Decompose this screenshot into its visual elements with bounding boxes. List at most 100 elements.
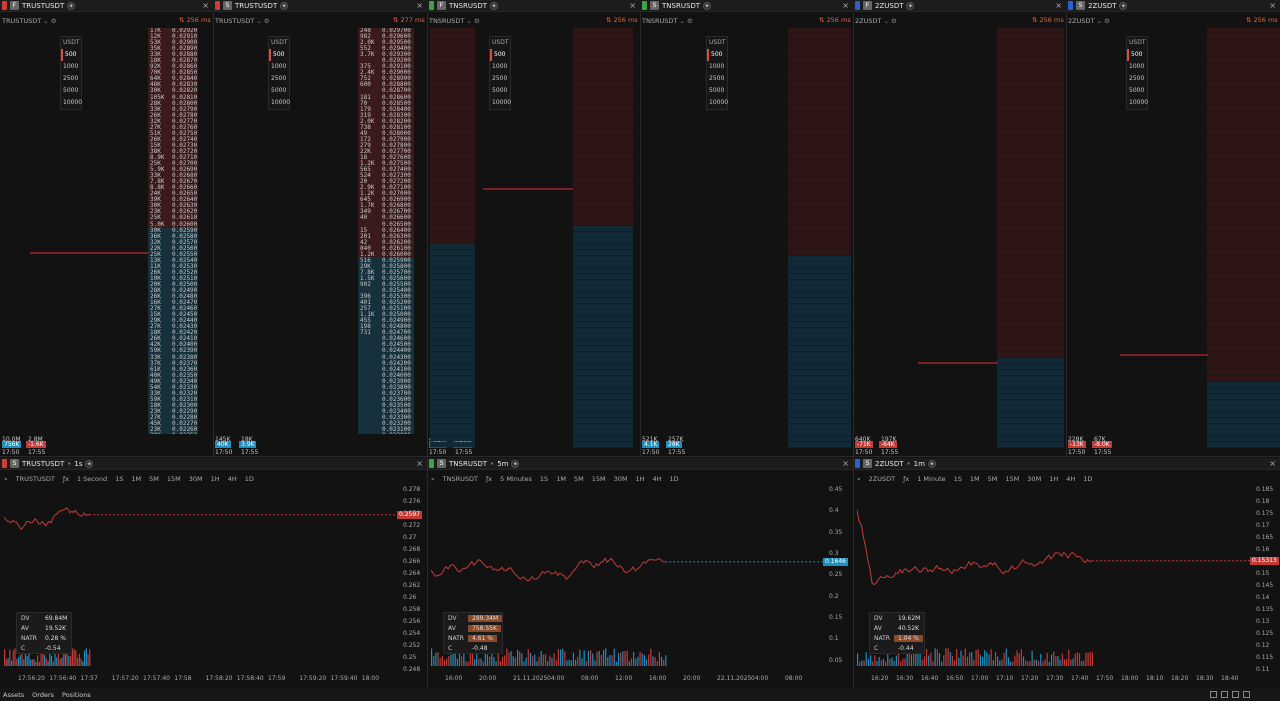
color-link-badge[interactable] [855, 1, 860, 10]
bid-row[interactable]: 30K 0.02590 [148, 227, 198, 234]
footer-assets-tab[interactable]: Assets [3, 690, 25, 699]
chart-symbol-selector[interactable]: TNSRUSDT [442, 475, 478, 483]
bid-row[interactable]: 0.023100 [358, 427, 414, 434]
panel-tab[interactable]: S TNSRUSDT ◈ × [640, 0, 853, 12]
bid-row[interactable]: 0.023700 [358, 390, 414, 397]
bid-row[interactable]: 0.024000 [358, 372, 414, 379]
ask-row[interactable]: 53K 0.02900 [148, 40, 198, 47]
bid-row[interactable]: 26K 0.02410 [148, 336, 198, 343]
bid-row[interactable]: 36K 0.02580 [148, 233, 198, 240]
timeframe-button[interactable]: 1D [1083, 475, 1093, 483]
bid-row[interactable]: 257 0.025100 [358, 306, 414, 313]
ask-row[interactable]: 319 0.028300 [358, 112, 414, 119]
bid-row[interactable]: 23K 0.02290 [148, 408, 198, 415]
chart-symbol-selector[interactable]: TRUSTUSDT [15, 475, 55, 483]
ask-row[interactable]: 35K 0.02890 [148, 46, 198, 53]
timeframe-button[interactable]: 1S [953, 475, 962, 483]
timeframe-button[interactable]: 1S [115, 475, 124, 483]
size-option[interactable]: 500 [490, 49, 510, 61]
chart-tab[interactable]: S 2ZUSDT • 1m ◈ × [853, 458, 1280, 470]
settings-icon[interactable]: ⌄ ⚙ [256, 16, 270, 25]
bid-row[interactable]: 18K 0.02300 [148, 402, 198, 409]
close-icon[interactable]: × [1269, 459, 1276, 468]
close-icon[interactable]: × [416, 459, 423, 468]
bid-row[interactable]: 27K 0.02430 [148, 324, 198, 331]
close-icon[interactable]: × [842, 459, 849, 468]
panel-symbol-selector[interactable]: TRUSTUSDT ⌄ ⚙ [213, 15, 270, 26]
ask-row[interactable]: 28K 0.02800 [148, 100, 198, 107]
price-chart[interactable] [4, 494, 399, 666]
timeframe-button[interactable]: 1H [1049, 475, 1059, 483]
bid-row[interactable]: 33K 0.02320 [148, 390, 198, 397]
color-link-badge[interactable] [429, 459, 434, 468]
interval-selector[interactable]: 1 Second [76, 475, 108, 483]
panel-tab[interactable]: F TRUSTUSDT ◈ × [0, 0, 213, 12]
bid-row[interactable]: 40K 0.02350 [148, 372, 198, 379]
bid-row[interactable]: 902 0.025500 [358, 281, 414, 289]
bid-row[interactable]: 0.024300 [358, 354, 414, 361]
panel-tab[interactable]: S 2ZUSDT ◈ × [1066, 0, 1280, 12]
price-ladder[interactable] [788, 28, 851, 448]
order-size-selector[interactable]: USDT 500 1000 2500 5000 10000 [268, 36, 290, 110]
price-chart[interactable] [431, 494, 825, 666]
color-link-badge[interactable] [642, 1, 647, 10]
bid-row[interactable]: 28K 0.02490 [148, 287, 198, 295]
bid-row[interactable]: 59K 0.02310 [148, 396, 198, 403]
ask-row[interactable]: 8.8K 0.02660 [148, 185, 198, 192]
close-icon[interactable]: × [1055, 1, 1062, 10]
ask-row[interactable]: 172 0.027900 [358, 136, 414, 143]
ask-row[interactable]: 26K 0.02780 [148, 112, 198, 119]
order-size-selector[interactable]: USDT 500 1000 2500 5000 10000 [1126, 36, 1148, 110]
timeframe-button[interactable]: 1M [556, 475, 566, 483]
bid-row[interactable]: 7.8K 0.025700 [358, 269, 414, 276]
panel-symbol-selector[interactable]: TNSRUSDT ⌄ ⚙ [427, 15, 480, 26]
panel-symbol-selector[interactable]: 2ZUSDT ⌄ ⚙ [1066, 15, 1110, 26]
price-ladder[interactable] [997, 28, 1064, 448]
chart-symbol-selector[interactable]: 2ZUSDT [868, 475, 896, 483]
ask-row[interactable]: 33K 0.02680 [148, 173, 198, 180]
ask-row[interactable]: 375 0.029100 [358, 64, 414, 71]
bid-row[interactable]: 10K 0.02510 [148, 275, 198, 282]
ask-row[interactable]: 40 0.026600 [358, 215, 414, 222]
order-size-selector[interactable]: USDT 500 1000 2500 5000 10000 [706, 36, 728, 110]
ask-row[interactable]: 42 0.026200 [358, 239, 414, 246]
indicators-icon[interactable]: ƒx [903, 475, 910, 483]
timeframe-button[interactable]: 1H [210, 475, 220, 483]
bid-row[interactable]: 26K 0.02520 [148, 269, 198, 276]
size-option[interactable]: 5000 [709, 87, 725, 94]
ask-row[interactable]: 0.029200 [358, 58, 414, 65]
bid-row[interactable]: 0.024100 [358, 366, 414, 373]
bid-row[interactable]: 37K 0.02370 [148, 360, 198, 367]
ask-row[interactable]: 27K 0.02760 [148, 124, 198, 131]
size-option[interactable]: 500 [269, 49, 289, 61]
ask-row[interactable]: 22K 0.027700 [358, 148, 414, 155]
bid-row[interactable]: 0.023300 [358, 414, 414, 422]
timeframe-button[interactable]: 5M [149, 475, 159, 483]
bid-row[interactable]: 0.024600 [358, 336, 414, 343]
footer-orders-tab[interactable]: Orders [32, 690, 55, 699]
timeframe-button[interactable]: 1H [635, 475, 645, 483]
bid-row[interactable]: 455 0.024900 [358, 318, 414, 325]
ask-row[interactable]: 3.7K 0.029300 [358, 52, 414, 59]
timeframe-button[interactable]: 15M [1005, 475, 1020, 483]
ask-row[interactable]: 2.4K 0.029000 [358, 70, 414, 77]
timeframe-button[interactable]: 1D [244, 475, 254, 483]
size-option[interactable]: 5000 [492, 87, 508, 94]
ask-row[interactable]: 15 0.026400 [358, 227, 414, 234]
ask-row[interactable]: 524 0.027300 [358, 173, 414, 180]
timeframe-button[interactable]: 5M [573, 475, 584, 483]
order-size-selector[interactable]: USDT 500 1000 2500 5000 10000 [489, 36, 511, 110]
bid-row[interactable]: 396 0.025300 [358, 294, 414, 301]
timeframe-button[interactable]: 1M [131, 475, 142, 483]
timeframe-button[interactable]: 30M [1027, 475, 1042, 483]
bid-row[interactable]: 0.023200 [358, 420, 414, 428]
ask-row[interactable]: 840 0.026100 [358, 245, 414, 252]
ask-row[interactable]: 24K 0.02650 [148, 191, 198, 198]
size-option[interactable]: 500 [1127, 49, 1147, 61]
timeframe-button[interactable]: 4H [652, 475, 662, 483]
ask-row[interactable]: 552 0.029400 [358, 46, 414, 53]
size-option[interactable]: 1000 [709, 63, 725, 70]
color-link-badge[interactable] [855, 459, 860, 468]
bid-row[interactable]: 32K 0.02570 [148, 239, 198, 246]
ask-row[interactable]: 201 0.026300 [358, 233, 414, 240]
